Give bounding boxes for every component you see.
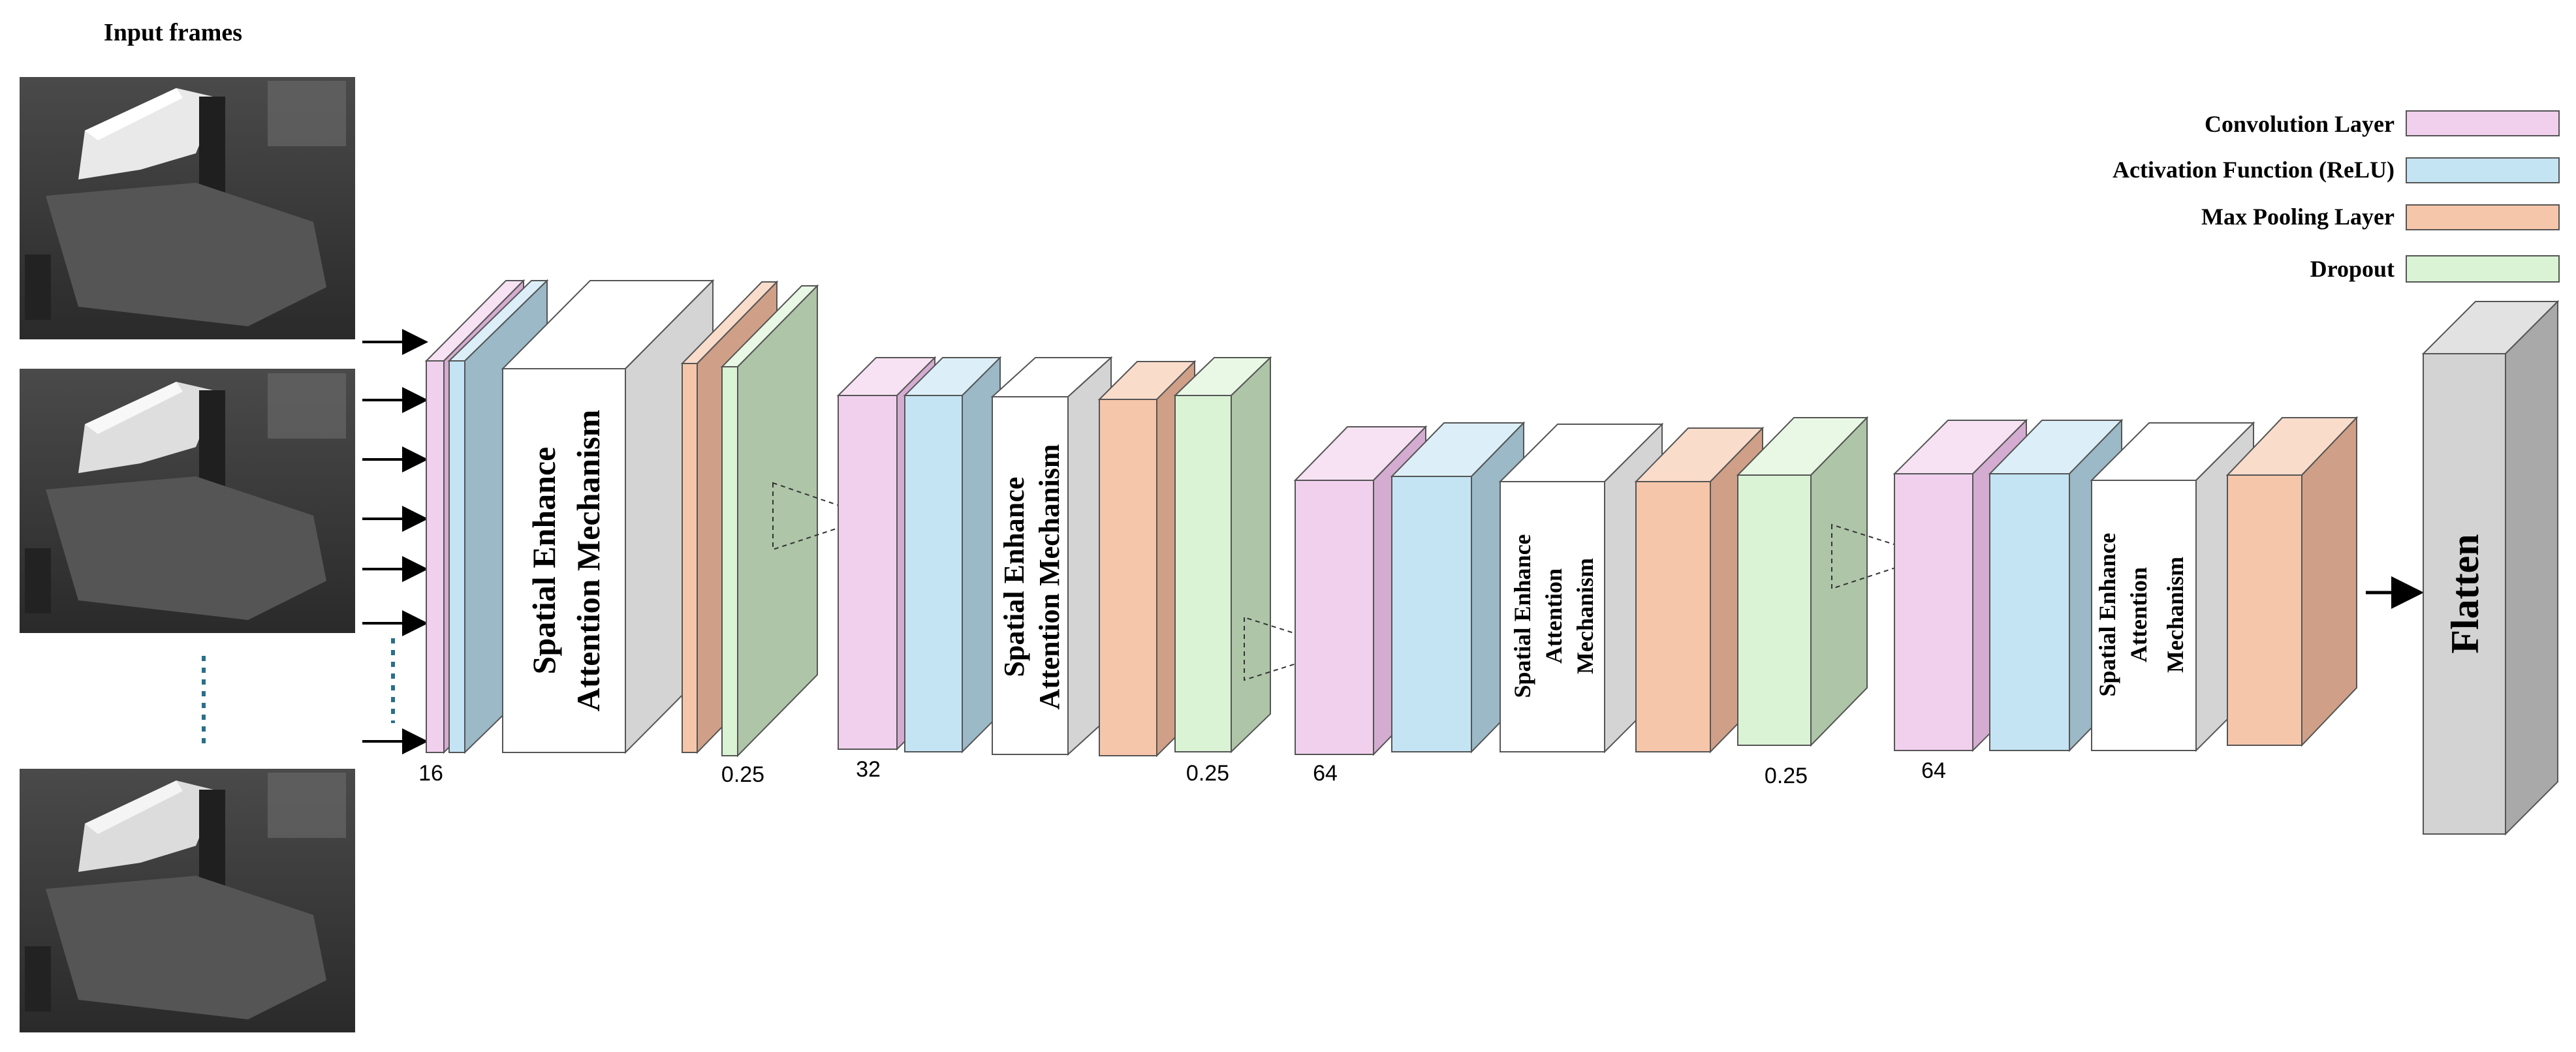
block-4-filters-label: 64 (1921, 758, 1946, 783)
legend-pool-label: Max Pooling Layer (2201, 204, 2395, 230)
block-1-dropout-label: 0.25 (721, 762, 764, 787)
block-3-attention-line3: Attention (1541, 568, 1567, 664)
block-4-pool-layer (2225, 416, 2359, 747)
block-1-dropout-layer (720, 284, 819, 758)
legend-relu-swatch (2406, 157, 2560, 183)
legend-conv-label: Convolution Layer (2205, 111, 2395, 137)
block-2-attention-line1: Spatial Enhance (998, 477, 1030, 677)
flatten-label: Flatten (2443, 534, 2487, 653)
block-2-attention-block: Spatial Enhance Attention Mechanism (990, 356, 1113, 756)
block-4-attention-line3: Attention (2126, 567, 2152, 662)
legend-relu-label: Activation Function (ReLU) (2113, 157, 2395, 183)
block-1-attention-block: Spatial Enhance Attention Mechanism (501, 279, 715, 754)
block-1-attention-line1: Spatial Enhance (526, 447, 562, 675)
block-3-dropout-layer (1736, 416, 1869, 747)
block-2-kernel-triangle (1244, 616, 1346, 681)
block-4: Spatial Enhance Attention Mechanism 64 (1893, 416, 2359, 783)
block-1-kernel-triangle (772, 482, 875, 551)
legend: Convolution Layer Activation Function (R… (2113, 110, 2560, 283)
block-1-attention-line2: Attention Mechanism (570, 410, 606, 711)
block-2: Spatial Enhance Attention Mechanism 32 0… (836, 356, 1346, 786)
legend-dropout-swatch (2406, 255, 2560, 283)
flatten-block: Flatten (2421, 300, 2560, 836)
input-frame-3 (20, 769, 355, 1032)
block-2-attention-line2: Attention Mechanism (1033, 444, 1065, 710)
block-4-attention-line4: Mechanism (2162, 557, 2188, 673)
block-3-attention-line1: Spatial Enhance (1509, 534, 1535, 698)
block-1-filters-label: 16 (418, 761, 443, 786)
input-frame-2 (20, 369, 355, 633)
legend-dropout-label: Dropout (2310, 256, 2395, 282)
block-1: Spatial Enhance Attention Mechanism 16 0… (418, 279, 875, 787)
block-2-dropout-label: 0.25 (1186, 761, 1229, 786)
legend-pool-swatch (2406, 204, 2560, 230)
block-3: Spatial Enhance Attention Mechanism 64 0… (1293, 416, 1934, 788)
input-arrows (362, 329, 428, 754)
block-2-filters-label: 32 (856, 757, 881, 782)
block-3-attention-block: Spatial Enhance Attention Mechanism (1498, 422, 1664, 754)
block-2-dropout-layer (1173, 356, 1272, 754)
block-3-dropout-label: 0.25 (1765, 764, 1808, 788)
input-frame-1 (20, 77, 355, 339)
block-4-attention-line1: Spatial Enhance (2094, 533, 2120, 696)
input-frames-title: Input frames (104, 19, 242, 46)
block-3-attention-line4: Mechanism (1572, 558, 1598, 674)
block-2-relu-layer (903, 356, 1002, 754)
legend-conv-swatch (2406, 110, 2560, 136)
block-3-filters-label: 64 (1313, 761, 1338, 786)
